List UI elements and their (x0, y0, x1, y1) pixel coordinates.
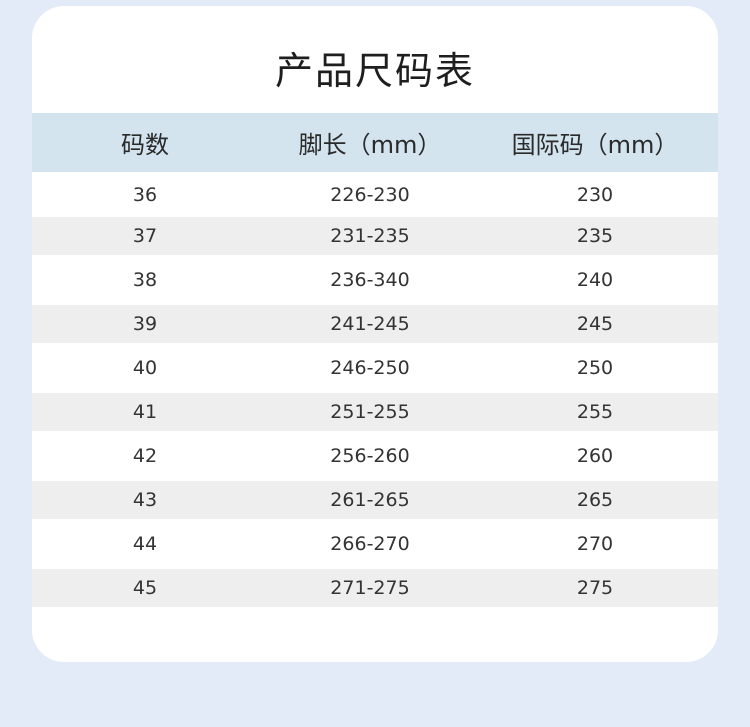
size-table: 码数 脚长（mm） 国际码（mm） 36 226-230 230 37 231-235 2… (32, 113, 718, 607)
foot-length-cell: 231-235 (330, 225, 410, 247)
international-size-cell: 270 (576, 533, 614, 555)
header-foot-length: 脚长（mm） (298, 131, 442, 159)
foot-length-cell: 261-265 (330, 489, 410, 511)
international-size-cell: 275 (576, 577, 614, 599)
international-size-cell: 235 (576, 225, 614, 247)
size-cell: 37 (132, 225, 158, 247)
international-size-cell: 230 (576, 183, 614, 206)
size-cell: 43 (132, 489, 158, 511)
table-row: 42 256-260 260 (32, 431, 718, 481)
size-cell: 36 (132, 183, 158, 206)
header-size: 码数 (121, 131, 169, 159)
international-size-cell: 245 (576, 313, 614, 335)
international-size-cell: 265 (576, 489, 614, 511)
size-chart-card: 产品尺码表 码数 脚长（mm） 国际码（mm） 36 226-230 230 37 23… (32, 6, 718, 662)
table-row: 37 231-235 235 (32, 217, 718, 255)
size-cell: 39 (132, 313, 158, 335)
international-size-cell: 255 (576, 401, 614, 423)
foot-length-cell: 251-255 (330, 401, 410, 423)
table-row: 44 266-270 270 (32, 519, 718, 569)
table-row: 45 271-275 275 (32, 569, 718, 607)
size-cell: 45 (132, 577, 158, 599)
foot-length-cell: 241-245 (330, 313, 410, 335)
table-row: 36 226-230 230 (32, 172, 718, 217)
table-header: 码数 脚长（mm） 国际码（mm） (32, 113, 718, 172)
size-cell: 41 (132, 401, 158, 423)
foot-length-cell: 236-340 (330, 269, 410, 291)
size-cell: 40 (132, 357, 158, 379)
foot-length-cell: 226-230 (330, 183, 410, 206)
foot-length-cell: 266-270 (330, 533, 410, 555)
foot-length-cell: 246-250 (330, 357, 410, 379)
page-title: 产品尺码表 (274, 49, 475, 93)
size-cell: 42 (132, 445, 158, 467)
international-size-cell: 250 (576, 357, 614, 379)
international-size-cell: 260 (576, 445, 614, 467)
table-row: 40 246-250 250 (32, 343, 718, 393)
foot-length-cell: 271-275 (330, 577, 410, 599)
table-row: 41 251-255 255 (32, 393, 718, 431)
size-cell: 44 (132, 533, 158, 555)
size-cell: 38 (132, 269, 158, 291)
header-international-size: 国际码（mm） (511, 131, 679, 159)
international-size-cell: 240 (576, 269, 614, 291)
foot-length-cell: 256-260 (330, 445, 410, 467)
table-row: 39 241-245 245 (32, 305, 718, 343)
table-row: 38 236-340 240 (32, 255, 718, 305)
table-row: 43 261-265 265 (32, 481, 718, 519)
